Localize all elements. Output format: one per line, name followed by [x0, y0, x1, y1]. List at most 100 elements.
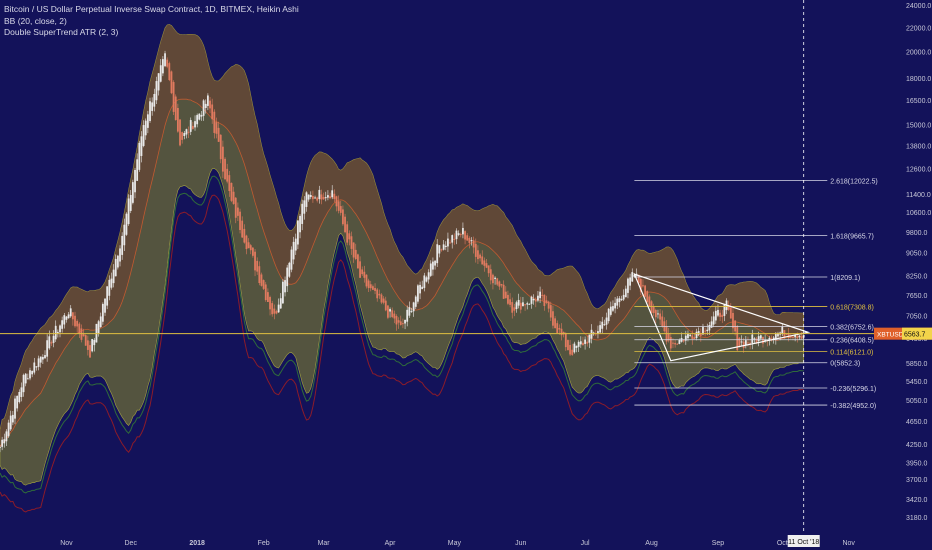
- candle-body: [552, 311, 554, 326]
- candle-body: [402, 323, 404, 325]
- candle-body: [11, 414, 14, 423]
- candle-body: [622, 294, 625, 300]
- candle-body: [134, 169, 136, 193]
- x-axis-tick-label: Jun: [515, 540, 526, 547]
- candle-body: [526, 303, 529, 305]
- candle-body: [260, 274, 263, 286]
- candle-body: [329, 196, 331, 199]
- candle-body: [414, 296, 417, 307]
- candle-body: [474, 243, 477, 257]
- candle-body: [61, 320, 64, 329]
- x-axis-tick-label: May: [448, 540, 462, 547]
- candle-body: [642, 285, 644, 287]
- y-axis-tick-label: 22000.0: [906, 25, 931, 32]
- candle-body: [397, 320, 400, 323]
- candle-body: [564, 333, 567, 348]
- x-axis-tick-label: Oct: [777, 540, 788, 547]
- last-price-value: 6563.7: [904, 332, 926, 339]
- candle-body: [667, 333, 670, 341]
- candle-body: [672, 342, 674, 344]
- legend-supertrend-indicator[interactable]: Double SuperTrend ATR (2, 3): [4, 27, 119, 37]
- cursor-date-badge: [787, 535, 820, 547]
- y-axis-tick-label: 12600.0: [906, 166, 931, 173]
- candle-body: [221, 146, 224, 172]
- candle-body: [266, 292, 269, 303]
- legend-title: Bitcoin / US Dollar Perpetual Inverse Sw…: [4, 4, 299, 14]
- candle-body: [389, 309, 391, 312]
- candle-body: [275, 311, 278, 314]
- candle-body: [350, 236, 353, 249]
- candle-body: [764, 339, 767, 341]
- candle-body: [232, 191, 235, 204]
- candle-body: [234, 197, 237, 218]
- fib-level-label: -0.382(4952.0): [830, 403, 876, 410]
- candle-body: [354, 249, 357, 259]
- candle-body: [654, 310, 657, 318]
- candle-body: [755, 338, 758, 344]
- fib-level-label: 2.618(12022.5): [830, 178, 877, 185]
- candle-body: [706, 329, 709, 332]
- candle-body: [249, 245, 252, 251]
- candle-body: [119, 248, 121, 262]
- candle-body: [391, 310, 394, 317]
- candle-body: [286, 267, 289, 287]
- candle-body: [316, 197, 319, 201]
- candle-body: [224, 158, 226, 180]
- candle-body: [67, 314, 70, 319]
- candle-body: [577, 341, 580, 347]
- candle-body: [157, 73, 160, 91]
- legend-bb-indicator[interactable]: BB (20, close, 2): [4, 15, 67, 26]
- candle-body: [744, 340, 747, 345]
- candle-body: [114, 258, 117, 277]
- candle-body: [273, 308, 276, 314]
- candle-body: [39, 356, 42, 363]
- candle-body: [305, 192, 308, 207]
- candle-body: [151, 102, 154, 111]
- candle-body: [513, 307, 516, 311]
- candle-body: [217, 127, 220, 142]
- candle-body: [560, 328, 563, 336]
- candle-body: [457, 233, 460, 235]
- candle-body: [481, 256, 484, 265]
- candle-body: [44, 355, 46, 359]
- candle-body: [309, 194, 312, 198]
- candle-body: [174, 96, 177, 121]
- candle-body: [723, 304, 726, 316]
- candle-body: [616, 298, 619, 306]
- candle-body: [438, 245, 441, 254]
- candle-body: [288, 262, 291, 277]
- candle-body: [479, 254, 481, 259]
- candle-body: [699, 332, 702, 336]
- candle-body: [372, 286, 374, 290]
- fib-level-label: 0.114(6121.0): [830, 349, 873, 356]
- candle-body: [738, 337, 741, 346]
- candle-body: [796, 336, 799, 339]
- candle-body: [676, 343, 679, 345]
- candle-body: [327, 195, 329, 198]
- candle-body: [292, 241, 295, 260]
- candle-body: [682, 339, 685, 342]
- candle-body: [41, 356, 44, 360]
- candle-body: [498, 281, 501, 287]
- candle-body: [196, 115, 199, 125]
- supertrend-stop-line: [0, 194, 804, 513]
- candle-body: [9, 415, 12, 430]
- candle-body: [365, 274, 368, 287]
- candle-body: [757, 336, 760, 342]
- y-axis-tick-label: 10600.0: [906, 210, 931, 217]
- candle-body: [532, 298, 535, 301]
- candle-body: [440, 249, 443, 251]
- fib-level-label: 0(5852.3): [830, 361, 860, 368]
- candle-body: [421, 286, 424, 290]
- candle-body: [5, 431, 8, 442]
- candle-body: [209, 100, 211, 109]
- candle-body: [447, 238, 449, 247]
- candle-body: [408, 307, 411, 316]
- candle-body: [504, 291, 507, 299]
- candle-body: [93, 339, 96, 346]
- candle-body: [455, 230, 458, 240]
- candle-body: [164, 53, 166, 67]
- y-axis-tick-label: 16500.0: [906, 98, 931, 105]
- candle-body: [646, 291, 649, 303]
